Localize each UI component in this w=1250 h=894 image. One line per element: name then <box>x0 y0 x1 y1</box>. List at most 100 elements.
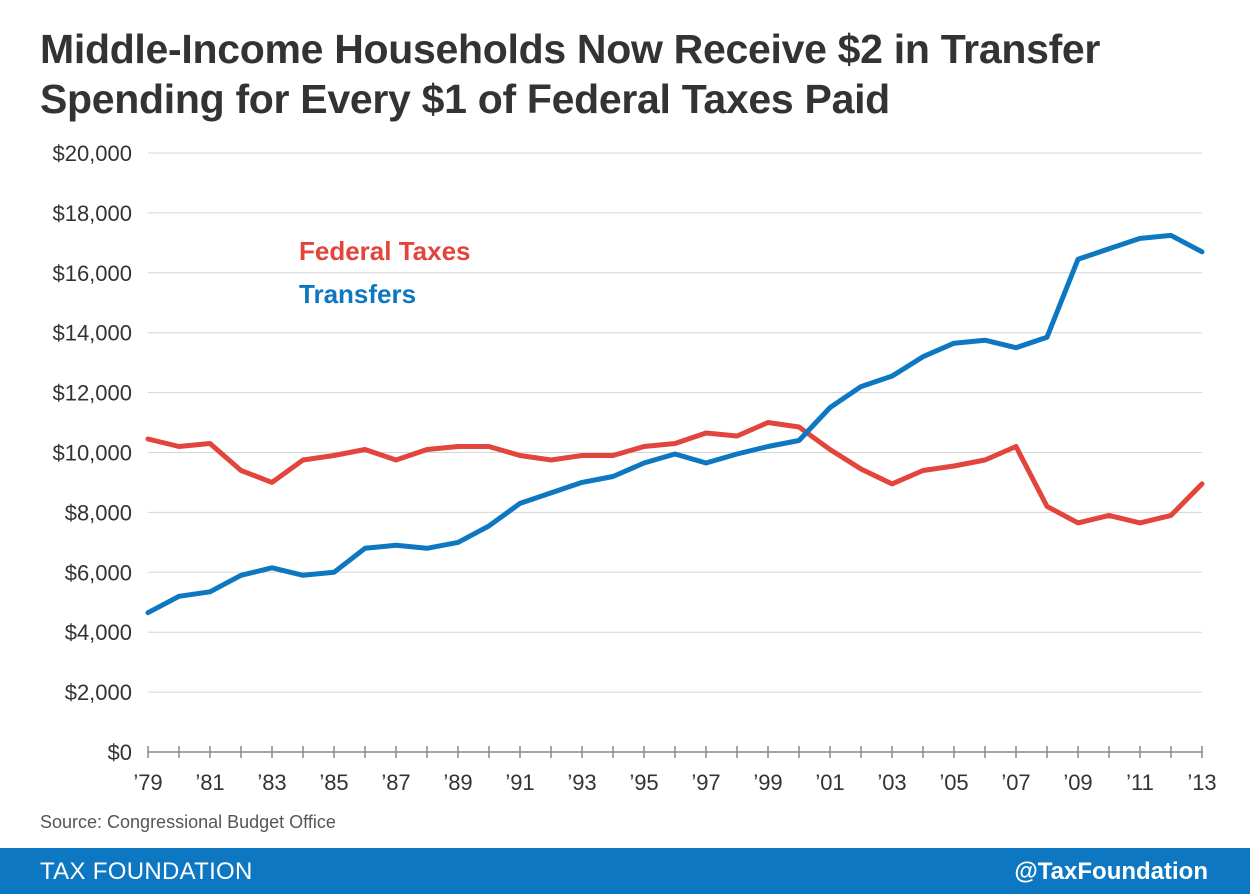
y-tick-label-0: $0 <box>108 740 132 765</box>
x-tick-label-2007: ’07 <box>1001 770 1030 795</box>
data-point-federal-taxes-2007 <box>1014 444 1019 449</box>
source-note: Source: Congressional Budget Office <box>40 812 336 832</box>
data-point-transfers-1991 <box>518 501 523 506</box>
data-point-federal-taxes-1995 <box>642 444 647 449</box>
x-tick-label-2013: ’13 <box>1187 770 1216 795</box>
data-point-transfers-2009 <box>1076 257 1081 262</box>
footer-twitter-handle[interactable]: @TaxFoundation <box>1014 858 1208 885</box>
x-tick-label-1993: ’93 <box>567 770 596 795</box>
data-point-federal-taxes-2001 <box>828 447 833 452</box>
data-point-federal-taxes-1989 <box>456 444 461 449</box>
series-line-federal-taxes <box>145 420 1205 526</box>
data-point-transfers-1987 <box>394 543 399 548</box>
data-point-transfers-2001 <box>828 405 833 410</box>
data-point-federal-taxes-1991 <box>518 453 523 458</box>
data-point-transfers-1979 <box>146 610 151 615</box>
data-point-federal-taxes-1992 <box>549 457 554 462</box>
data-point-federal-taxes-2003 <box>890 481 895 486</box>
data-point-federal-taxes-1996 <box>673 441 678 446</box>
x-tick-label-1987: ’87 <box>381 770 410 795</box>
x-tick-label-1983: ’83 <box>257 770 286 795</box>
data-point-transfers-1993 <box>580 480 585 485</box>
y-tick-label-8000: $8,000 <box>65 500 132 525</box>
series <box>145 232 1205 616</box>
data-point-federal-taxes-1990 <box>487 444 492 449</box>
data-point-transfers-2007 <box>1014 345 1019 350</box>
data-point-federal-taxes-1981 <box>208 441 213 446</box>
y-tick-label-12000: $12,000 <box>52 381 132 406</box>
data-point-transfers-2002 <box>859 384 864 389</box>
data-point-federal-taxes-1980 <box>177 444 182 449</box>
data-point-transfers-1981 <box>208 589 213 594</box>
y-tick-label-20000: $20,000 <box>52 141 132 166</box>
series-line-transfers <box>145 232 1205 616</box>
x-tick-label-2011: ’11 <box>1126 770 1154 795</box>
legend-transfers: Transfers <box>299 279 416 309</box>
data-point-federal-taxes-2008 <box>1045 504 1050 509</box>
y-tick-label-2000: $2,000 <box>65 680 132 705</box>
data-point-federal-taxes-1979 <box>146 437 151 442</box>
data-point-transfers-1999 <box>766 444 771 449</box>
x-tick-label-2003: ’03 <box>877 770 906 795</box>
data-point-federal-taxes-1986 <box>363 447 368 452</box>
data-point-transfers-2005 <box>952 341 957 346</box>
x-tick-label-1995: ’95 <box>629 770 658 795</box>
data-point-transfers-2012 <box>1169 233 1174 238</box>
x-tick-label-1991: ’91 <box>505 770 534 795</box>
chart-title-line-2: Spending for Every $1 of Federal Taxes P… <box>40 76 890 122</box>
data-point-federal-taxes-2010 <box>1107 513 1112 518</box>
x-tick-label-2001: ’01 <box>815 770 844 795</box>
data-point-transfers-2004 <box>921 354 926 359</box>
data-point-transfers-1984 <box>301 573 306 578</box>
data-point-federal-taxes-1998 <box>735 434 740 439</box>
data-point-transfers-1997 <box>704 460 709 465</box>
data-point-transfers-2006 <box>983 338 988 343</box>
data-point-federal-taxes-2009 <box>1076 520 1081 525</box>
data-point-transfers-1992 <box>549 490 554 495</box>
line-chart: $0 $2,000 $4,000 $6,000 $8,000 $10,000 $12,000… <box>52 141 1216 795</box>
data-point-transfers-2000 <box>797 438 802 443</box>
data-point-federal-taxes-2013 <box>1200 481 1205 486</box>
data-point-federal-taxes-1985 <box>332 453 337 458</box>
data-point-transfers-1995 <box>642 460 647 465</box>
data-point-transfers-1990 <box>487 523 492 528</box>
y-tick-label-10000: $10,000 <box>52 441 132 466</box>
data-point-transfers-2008 <box>1045 335 1050 340</box>
chart-title: Middle-Income Households Now Receive $2 … <box>40 24 1220 124</box>
y-tick-label-4000: $4,000 <box>65 620 132 645</box>
data-point-federal-taxes-1984 <box>301 457 306 462</box>
data-point-transfers-2003 <box>890 374 895 379</box>
data-point-transfers-1986 <box>363 546 368 551</box>
x-tick-label-1981: ’81 <box>195 770 224 795</box>
y-tick-label-6000: $6,000 <box>65 560 132 585</box>
data-point-transfers-2010 <box>1107 246 1112 251</box>
footer-org-name: TAX FOUNDATION <box>40 858 253 885</box>
data-point-transfers-1996 <box>673 451 678 456</box>
data-point-transfers-2013 <box>1200 249 1205 254</box>
x-tick-label-2009: ’09 <box>1063 770 1092 795</box>
data-point-transfers-1980 <box>177 594 182 599</box>
x-tick-label-2005: ’05 <box>939 770 968 795</box>
data-point-federal-taxes-2004 <box>921 468 926 473</box>
data-point-federal-taxes-1983 <box>270 480 275 485</box>
data-point-federal-taxes-1994 <box>611 453 616 458</box>
x-tick-label-1989: ’89 <box>443 770 472 795</box>
data-point-federal-taxes-2000 <box>797 425 802 430</box>
data-point-transfers-1994 <box>611 474 616 479</box>
x-tick-label-1997: ’97 <box>691 770 720 795</box>
data-point-federal-taxes-1993 <box>580 453 585 458</box>
data-point-transfers-1982 <box>239 573 244 578</box>
gridlines <box>148 152 1202 693</box>
footer-bar: TAX FOUNDATION @TaxFoundation <box>0 848 1250 894</box>
chart-title-line-1: Middle-Income Households Now Receive $2 … <box>40 26 1101 72</box>
data-point-transfers-1989 <box>456 540 461 545</box>
data-point-transfers-2011 <box>1138 236 1143 241</box>
data-point-federal-taxes-1987 <box>394 457 399 462</box>
data-point-federal-taxes-2012 <box>1169 513 1174 518</box>
legend: Federal Taxes Transfers <box>299 236 471 309</box>
x-tick-label-1999: ’99 <box>753 770 782 795</box>
data-point-federal-taxes-2002 <box>859 466 864 471</box>
axes: $0 $2,000 $4,000 $6,000 $8,000 $10,000 $12,000… <box>52 141 1216 795</box>
y-tick-label-14000: $14,000 <box>52 321 132 346</box>
data-point-transfers-1988 <box>425 546 430 551</box>
